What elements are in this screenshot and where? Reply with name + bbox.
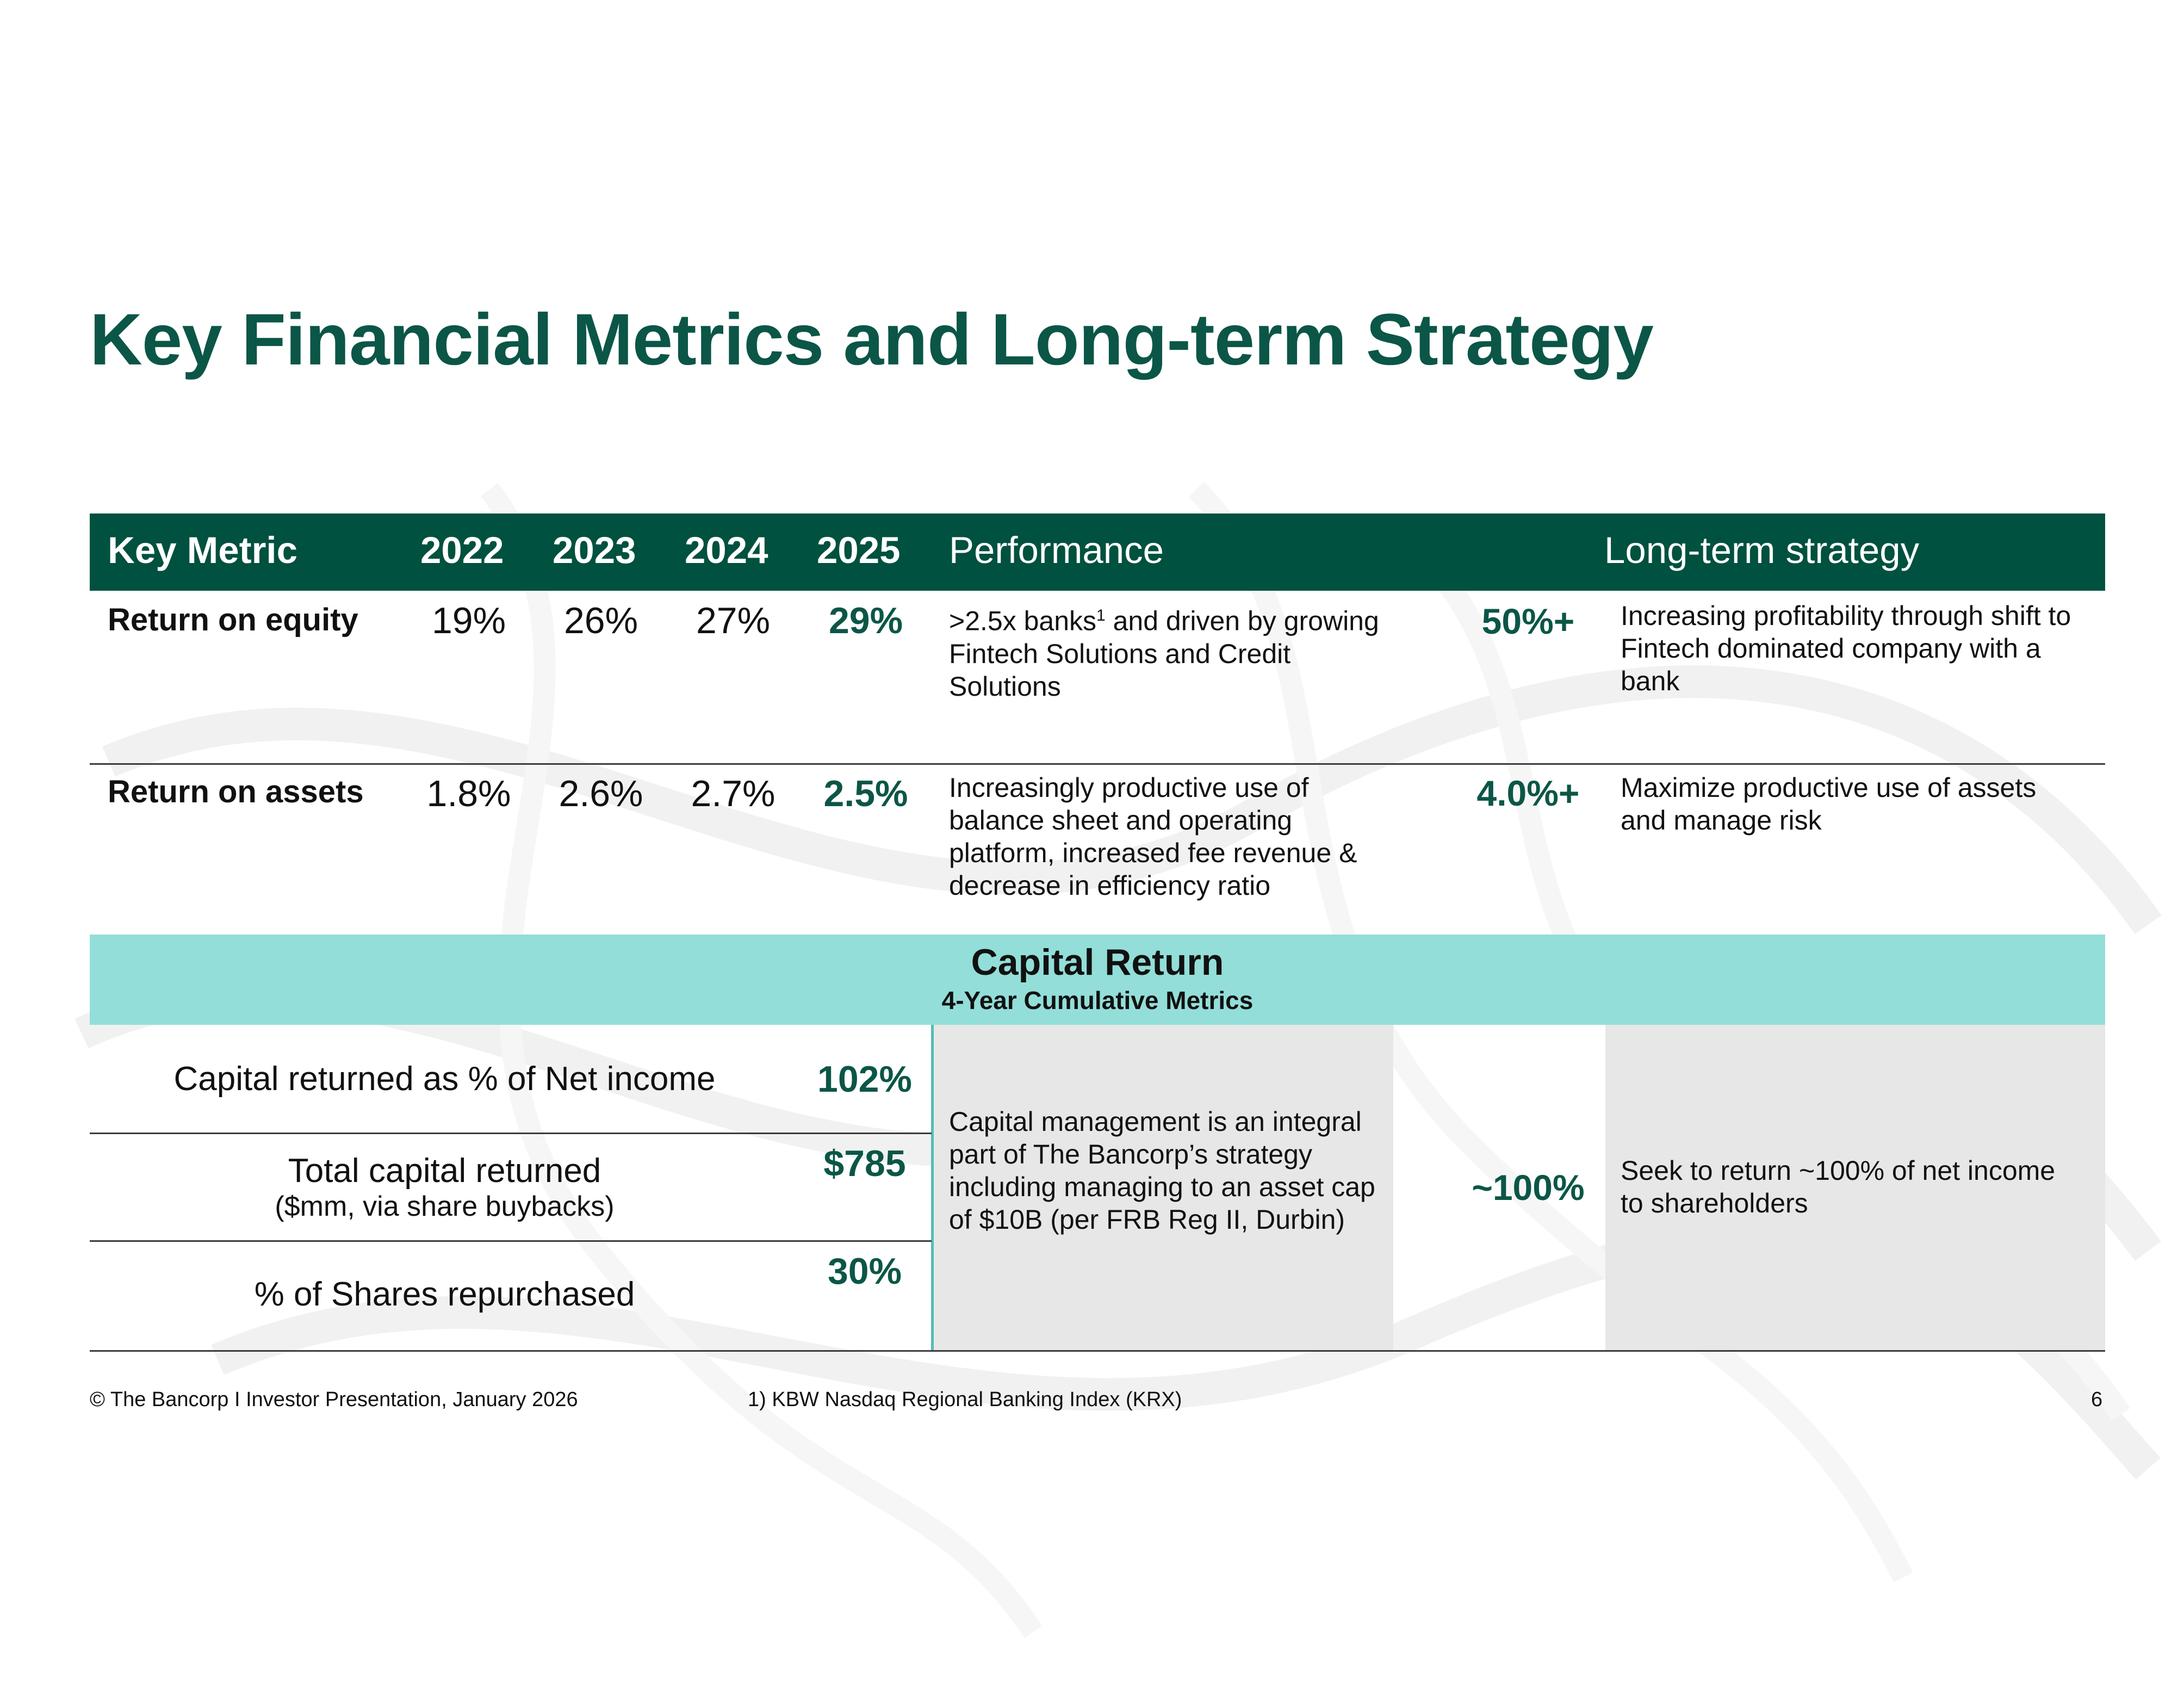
header-key-metric: Key Metric (108, 529, 297, 571)
table-bottom-rule (90, 1350, 2105, 1352)
footer-footnote: 1) KBW Nasdaq Regional Banking Index (KR… (748, 1388, 1182, 1411)
page-title: Key Financial Metrics and Long-term Stra… (90, 299, 1654, 380)
capital-return-band (90, 935, 2105, 1025)
roe-strategy-text: Increasing profitability through shift t… (1621, 601, 2071, 696)
capital-item-value: $785 (823, 1143, 906, 1184)
capital-item-divider (90, 1240, 932, 1242)
table-header-bar (90, 513, 2105, 591)
roa-strategy-text: Maximize productive use of assets and ma… (1621, 772, 2037, 836)
row-label-return-on-assets: Return on assets (108, 774, 364, 809)
roe-performance-text: >2.5x banks1 and driven by growing Finte… (949, 605, 1379, 702)
capital-item-label: % of Shares repurchased (254, 1276, 635, 1313)
header-performance: Performance (949, 529, 1164, 571)
capital-item-label: Total capital returned (288, 1152, 601, 1190)
capital-item-value: 30% (827, 1251, 902, 1292)
capital-strategy-text: Seek to return ~100% of net income to sh… (1621, 1155, 2056, 1218)
header-year-2023: 2023 (553, 529, 636, 571)
roa-2025-value: 2.5% (823, 773, 908, 814)
capital-target-value: ~100% (1472, 1167, 1585, 1208)
roe-2025-value: 29% (828, 600, 903, 641)
footer-copyright: © The Bancorp I Investor Presentation, J… (90, 1388, 578, 1411)
header-long-term-strategy: Long-term strategy (1604, 529, 1920, 571)
capital-item-divider (90, 1133, 932, 1134)
capital-divider-line (931, 1025, 934, 1351)
row-label-return-on-equity: Return on equity (108, 602, 358, 638)
roa-2024-value: 2.7% (691, 773, 775, 814)
roe-2024-value: 27% (696, 600, 771, 641)
capital-return-title: Capital Return (971, 942, 1224, 983)
header-year-2024: 2024 (685, 529, 768, 571)
roa-2022-value: 1.8% (426, 773, 511, 814)
capital-return-subtitle: 4-Year Cumulative Metrics (941, 986, 1254, 1014)
capital-performance-text: Capital management is an integral part o… (949, 1106, 1375, 1235)
capital-performance-box (932, 1025, 1393, 1351)
header-year-2025: 2025 (817, 529, 901, 571)
footnote-marker: 1 (1096, 607, 1106, 624)
capital-item-value: 102% (817, 1059, 912, 1100)
roe-2023-value: 26% (563, 600, 638, 641)
row-divider (90, 763, 2105, 765)
capital-item-label: Capital returned as % of Net income (173, 1060, 716, 1098)
capital-strategy-box (1605, 1025, 2105, 1351)
roe-2022-value: 19% (431, 600, 506, 641)
capital-item-note: ($mm, via share buybacks) (275, 1191, 615, 1222)
roa-2023-value: 2.6% (559, 773, 643, 814)
roe-target-value: 50%+ (1481, 601, 1575, 641)
page-number: 6 (2091, 1388, 2103, 1411)
header-year-2022: 2022 (420, 529, 504, 571)
roa-target-value: 4.0%+ (1476, 773, 1580, 813)
roa-performance-text: Increasingly productive use of balance s… (949, 772, 1357, 901)
